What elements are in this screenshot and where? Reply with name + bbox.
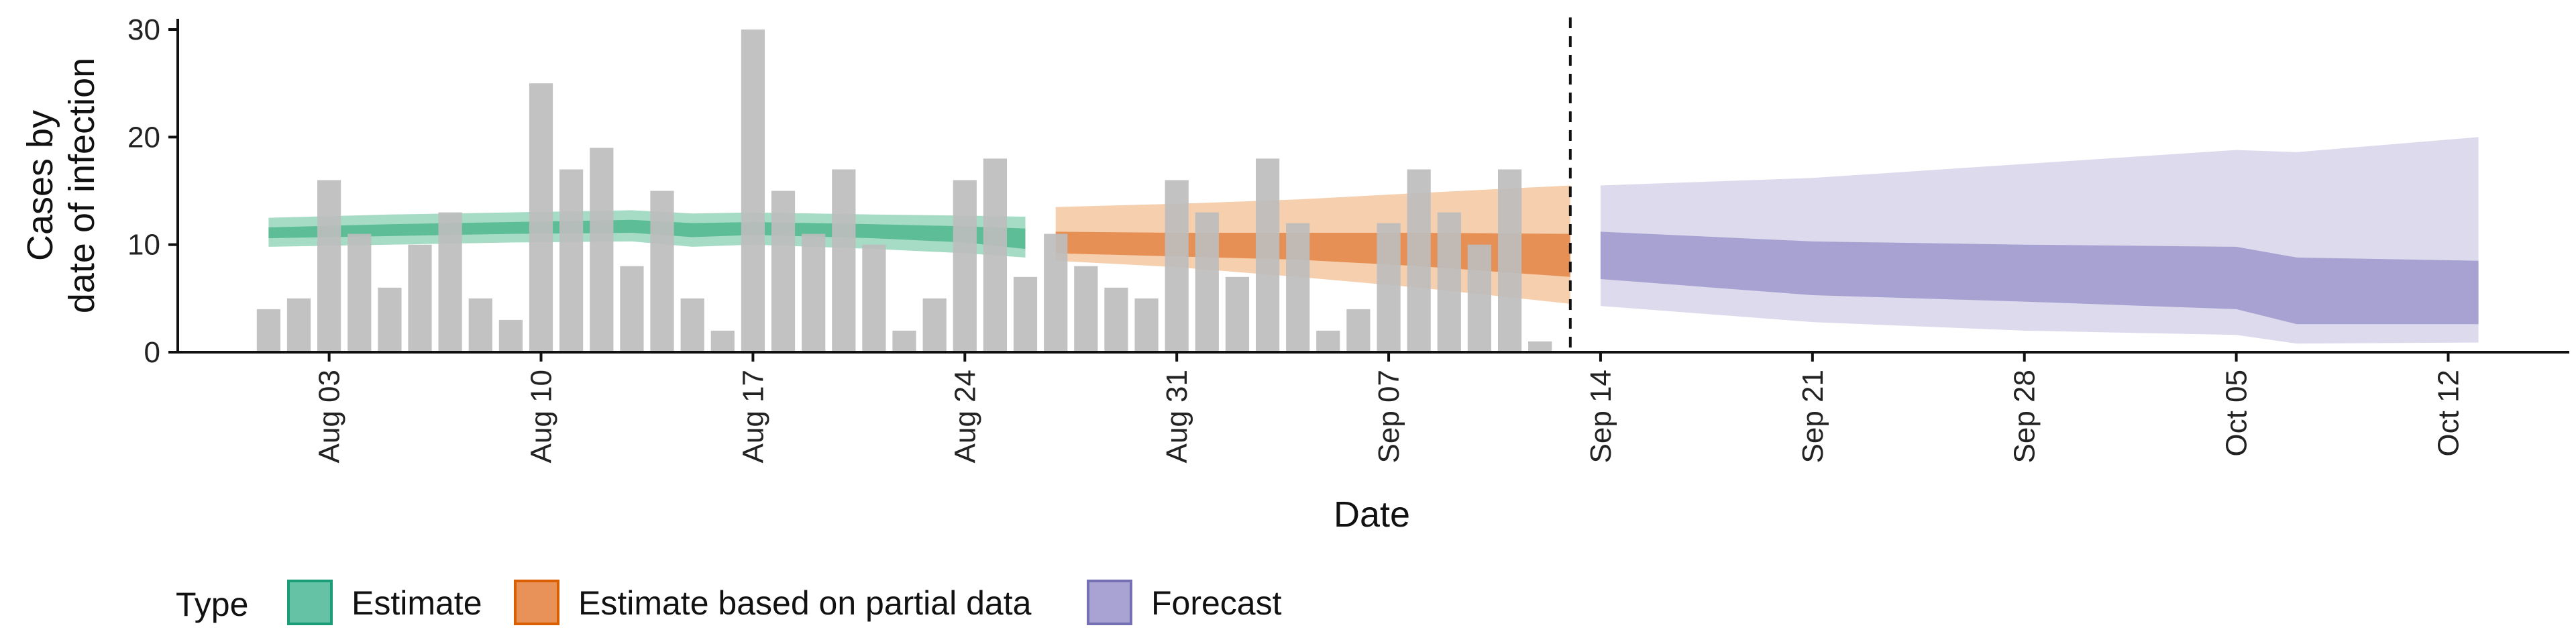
bar xyxy=(286,298,311,352)
bar xyxy=(559,169,584,352)
ribbon-inner-series-2 xyxy=(1600,231,2479,325)
y-axis-title-line-1: Cases by xyxy=(20,110,60,261)
legend-items: Estimate Estimate based on partial data Fo… xyxy=(287,580,1282,625)
bar xyxy=(1286,223,1310,352)
bar xyxy=(620,266,644,352)
bar xyxy=(1407,169,1431,352)
bar xyxy=(1165,180,1189,352)
y-tick-label: 0 xyxy=(144,336,160,369)
y-tick-label: 20 xyxy=(127,121,160,154)
bar xyxy=(862,244,886,352)
bar xyxy=(498,319,523,352)
x-tick-label: Sep 28 xyxy=(2008,370,2041,463)
bar xyxy=(1104,287,1128,352)
x-tick-label: Aug 31 xyxy=(1161,370,1193,463)
legend-label: Estimate xyxy=(352,584,482,622)
bar xyxy=(802,233,826,352)
x-tick-label: Aug 10 xyxy=(525,370,558,463)
y-axis-ticks: 0 10 20 30 xyxy=(127,13,178,369)
bar xyxy=(1256,158,1280,352)
legend-swatch xyxy=(287,580,333,625)
x-tick-label: Aug 24 xyxy=(949,370,981,463)
bar xyxy=(347,233,372,352)
x-tick-label: Sep 21 xyxy=(1796,370,1829,463)
bar xyxy=(438,212,462,352)
bar xyxy=(983,158,1007,352)
bar xyxy=(1316,330,1340,352)
y-axis-title-line-2: date of infection xyxy=(62,58,102,313)
bar xyxy=(529,83,553,352)
bar xyxy=(1044,233,1068,352)
bar xyxy=(1437,212,1461,352)
bar xyxy=(892,330,916,352)
bar xyxy=(1377,223,1401,352)
bar xyxy=(1195,212,1219,352)
bar xyxy=(741,30,765,352)
legend-swatch xyxy=(1087,580,1132,625)
bar xyxy=(710,330,735,352)
x-tick-label: Sep 14 xyxy=(1585,370,1617,463)
bar xyxy=(1074,266,1098,352)
bar xyxy=(771,191,796,352)
bar xyxy=(590,148,614,352)
bar xyxy=(1013,276,1038,352)
x-tick-label: Aug 03 xyxy=(313,370,346,463)
bar xyxy=(922,298,947,352)
bar xyxy=(1498,169,1522,352)
bar xyxy=(680,298,704,352)
bar xyxy=(317,180,341,352)
bar xyxy=(408,244,432,352)
x-tick-label: Oct 05 xyxy=(2220,370,2253,457)
bar xyxy=(378,287,402,352)
legend: Type Estimate Estimate based on partial d… xyxy=(176,580,1282,625)
x-axis-ticks: Aug 03 Aug 10 Aug 17 Aug 24 Aug 31 Sep 07 Sep … xyxy=(313,352,2465,463)
bar xyxy=(953,180,977,352)
legend-swatch xyxy=(514,580,559,625)
bar xyxy=(468,298,492,352)
legend-label: Forecast xyxy=(1151,584,1282,622)
bar xyxy=(1467,244,1491,352)
legend-title: Type xyxy=(176,586,248,623)
bar xyxy=(256,309,280,352)
y-tick-label: 10 xyxy=(127,229,160,262)
bar xyxy=(832,169,856,352)
legend-label: Estimate based on partial data xyxy=(578,584,1032,622)
bar-layer xyxy=(256,30,1552,352)
x-tick-label: Sep 07 xyxy=(1373,370,1405,463)
x-tick-label: Aug 17 xyxy=(737,370,769,463)
x-axis-title: Date xyxy=(1334,494,1410,535)
x-tick-label: Oct 12 xyxy=(2432,370,2465,457)
bar xyxy=(1225,276,1249,352)
bar xyxy=(1346,309,1371,352)
bar xyxy=(1528,341,1552,352)
y-tick-label: 30 xyxy=(127,13,160,46)
bar xyxy=(1134,298,1159,352)
bar xyxy=(650,191,674,352)
